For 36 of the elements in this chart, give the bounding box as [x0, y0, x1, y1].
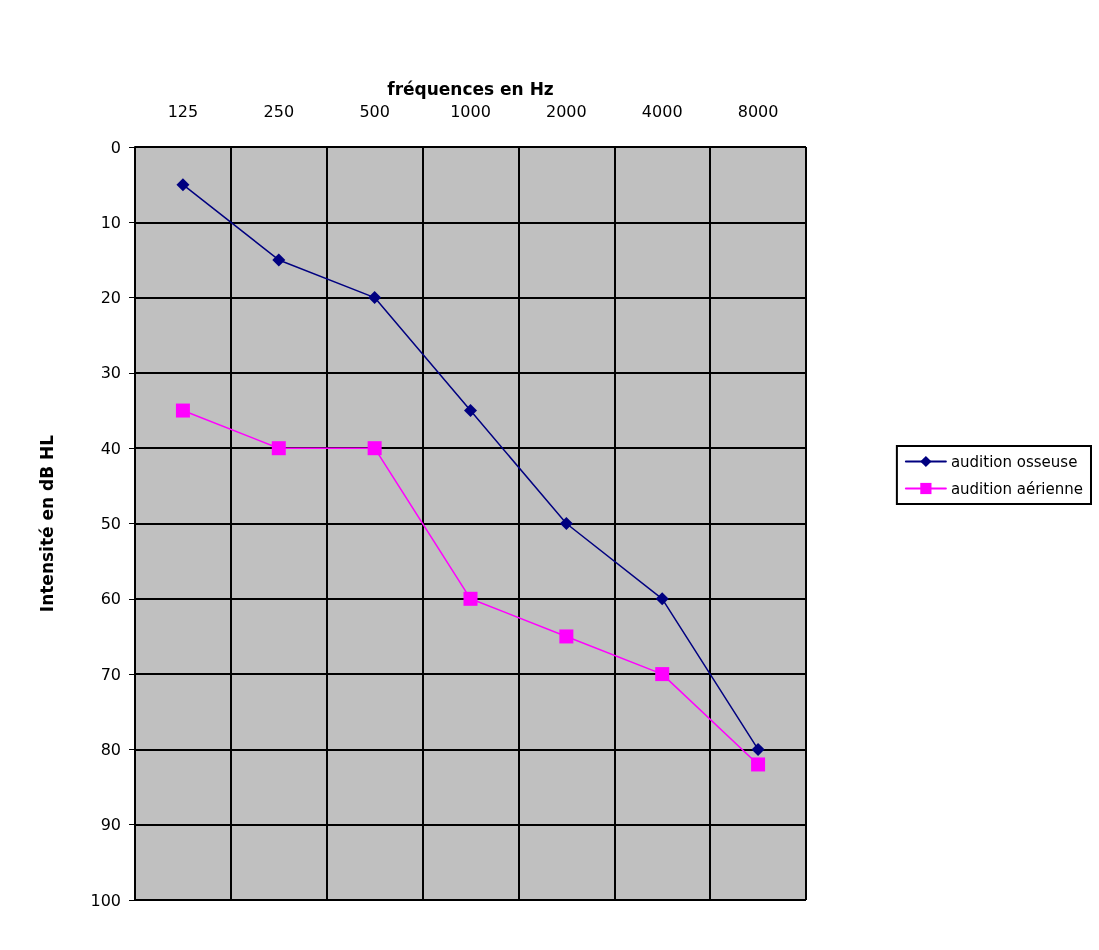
point: [559, 517, 573, 530]
x-tick-label: 1000: [450, 101, 491, 121]
point: [272, 253, 286, 267]
y-tick-label: 100: [90, 890, 121, 910]
y-tick-label: 20: [100, 288, 121, 308]
point: [175, 403, 190, 418]
point: [271, 441, 286, 456]
x-tick-label: 8000: [737, 101, 779, 121]
point: [751, 757, 766, 772]
x-tick-label: 125: [167, 101, 199, 121]
y-tick-label: 60: [100, 589, 121, 609]
point: [368, 291, 382, 305]
y-tick-label: 70: [100, 664, 121, 684]
y-tick-label: 90: [100, 815, 121, 835]
point: [655, 592, 669, 606]
y-tick-label: 10: [100, 212, 121, 232]
legend-label: audition aérienne: [950, 479, 1084, 498]
point: [176, 178, 190, 192]
y-tick-label: 40: [100, 438, 121, 458]
point: [655, 667, 670, 682]
x-axis-title: fréquences en Hz: [387, 78, 554, 99]
y-axis-title: Intensité en dB HL: [36, 434, 57, 613]
point: [463, 591, 478, 606]
y-tick-label: 30: [100, 363, 121, 383]
point: [367, 441, 382, 456]
x-tick-label: 250: [263, 101, 295, 121]
point: [751, 742, 765, 756]
x-tick-label: 2000: [546, 101, 587, 121]
x-tick-label: 500: [359, 101, 390, 121]
point: [464, 404, 477, 418]
y-tick-label: 0: [110, 137, 121, 157]
x-tick-label: 4000: [641, 101, 683, 121]
y-tick-label: 50: [100, 514, 121, 533]
point: [559, 629, 574, 644]
y-tick-label: 80: [100, 739, 121, 759]
legend-label: audition osseuse: [950, 452, 1078, 471]
